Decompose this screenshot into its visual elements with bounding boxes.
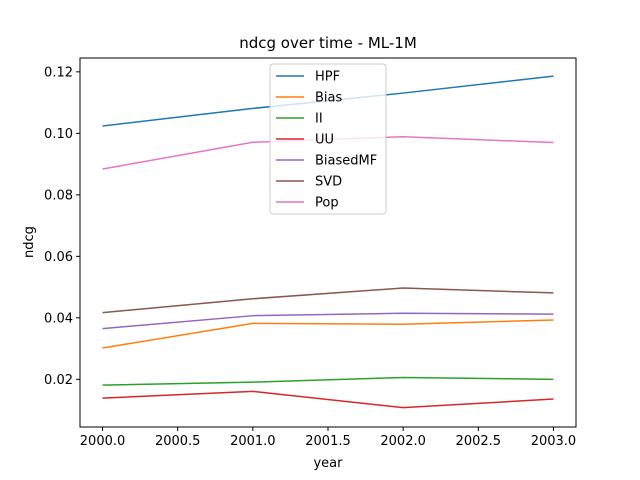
x-tick-label: 2001.5	[305, 434, 351, 449]
legend-label-svd: SVD	[315, 175, 342, 190]
x-tick-label: 2000.5	[155, 434, 201, 449]
y-tick-label: 0.06	[44, 250, 73, 265]
legend-label-ii: II	[315, 112, 323, 127]
y-tick-label: 0.04	[44, 311, 73, 326]
series-line-uu	[102, 390, 554, 409]
y-tick-label: 0.08	[44, 188, 73, 203]
x-tick-label: 2003.0	[531, 434, 577, 449]
legend-label-biasedmf: BiasedMF	[315, 154, 377, 169]
series-line-ii	[102, 376, 554, 386]
legend-frame	[269, 63, 387, 215]
x-tick-label: 2001.0	[230, 434, 276, 449]
y-tick-label: 0.10	[44, 127, 73, 142]
legend-label-uu: UU	[315, 133, 334, 148]
chart-title: ndcg over time - ML-1M	[239, 34, 417, 52]
x-tick-label: 2000.0	[80, 434, 126, 449]
y-axis-label: ndcg	[22, 226, 37, 258]
series-line-svd	[102, 287, 554, 314]
y-tick-label: 0.12	[44, 65, 73, 80]
x-tick-label: 2002.5	[456, 434, 502, 449]
legend-label-pop: Pop	[315, 196, 339, 211]
x-tick-label: 2002.0	[380, 434, 426, 449]
legend-label-hpf: HPF	[315, 70, 340, 85]
y-axis: 0.02 0.04 0.06 0.08 0.10 0.12	[44, 65, 80, 388]
x-axis: 2000.0 2000.5 2001.0 2001.5 2002.0 2002.5 2003…	[80, 427, 576, 449]
series-line-bias	[102, 319, 554, 349]
series-line-biasedmf	[102, 312, 554, 330]
legend: HPF Bias II UU BiasedMF SVD Pop	[269, 63, 387, 215]
y-tick-label: 0.02	[44, 373, 73, 388]
x-axis-label: year	[313, 456, 343, 471]
legend-label-bias: Bias	[315, 91, 342, 106]
